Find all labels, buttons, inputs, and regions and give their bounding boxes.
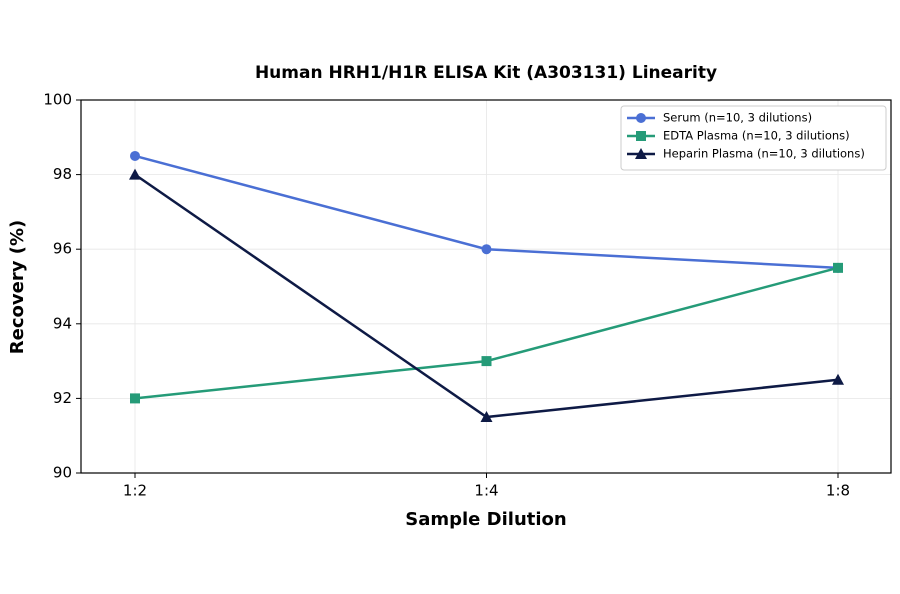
legend-frame (620, 105, 887, 171)
marker (130, 393, 140, 404)
marker (636, 131, 646, 141)
chart-title: Human HRH1/H1R ELISA Kit (A303131) Linea… (255, 63, 717, 83)
legend-label: Heparin Plasma (n=10, 3 dilutions) (663, 147, 865, 161)
y-tick-label: 98 (53, 165, 72, 183)
marker (129, 168, 141, 180)
y-tick-label: 96 (53, 240, 72, 258)
legend-label: Serum (n=10, 3 dilutions) (663, 111, 812, 125)
legend-label: EDTA Plasma (n=10, 3 dilutions) (663, 129, 850, 143)
marker (635, 148, 647, 159)
x-tick-label: 1:4 (474, 482, 498, 500)
marker (480, 411, 493, 423)
x-axis-label: Sample Dilution (405, 509, 566, 530)
y-tick-label: 94 (53, 314, 72, 332)
y-tick-label: 100 (43, 91, 72, 109)
marker (481, 244, 492, 255)
marker (636, 113, 646, 123)
y-tick-label: 90 (53, 464, 72, 482)
legend: Serum (n=10, 3 dilutions) EDTA Plasma (n=… (620, 105, 887, 171)
marker (130, 150, 140, 161)
x-tick-label: 1:2 (123, 482, 147, 500)
y-tick-label: 92 (53, 389, 72, 407)
x-tick-label: 1:8 (826, 482, 850, 500)
marker (832, 373, 844, 385)
marker (833, 262, 843, 273)
plot-frame (80, 99, 892, 474)
marker (481, 356, 492, 367)
y-axis-label: Recovery (%) (7, 220, 28, 354)
